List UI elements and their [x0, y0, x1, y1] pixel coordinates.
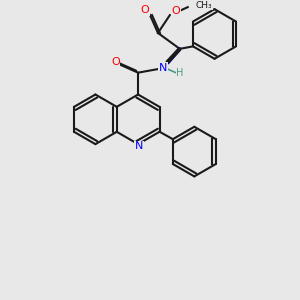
- Text: N: N: [135, 141, 143, 151]
- Text: CH₃: CH₃: [196, 1, 212, 10]
- Text: O: O: [141, 5, 149, 15]
- Text: O: O: [111, 57, 120, 67]
- Text: N: N: [159, 63, 167, 73]
- Text: O: O: [171, 6, 180, 16]
- Text: H: H: [176, 68, 184, 78]
